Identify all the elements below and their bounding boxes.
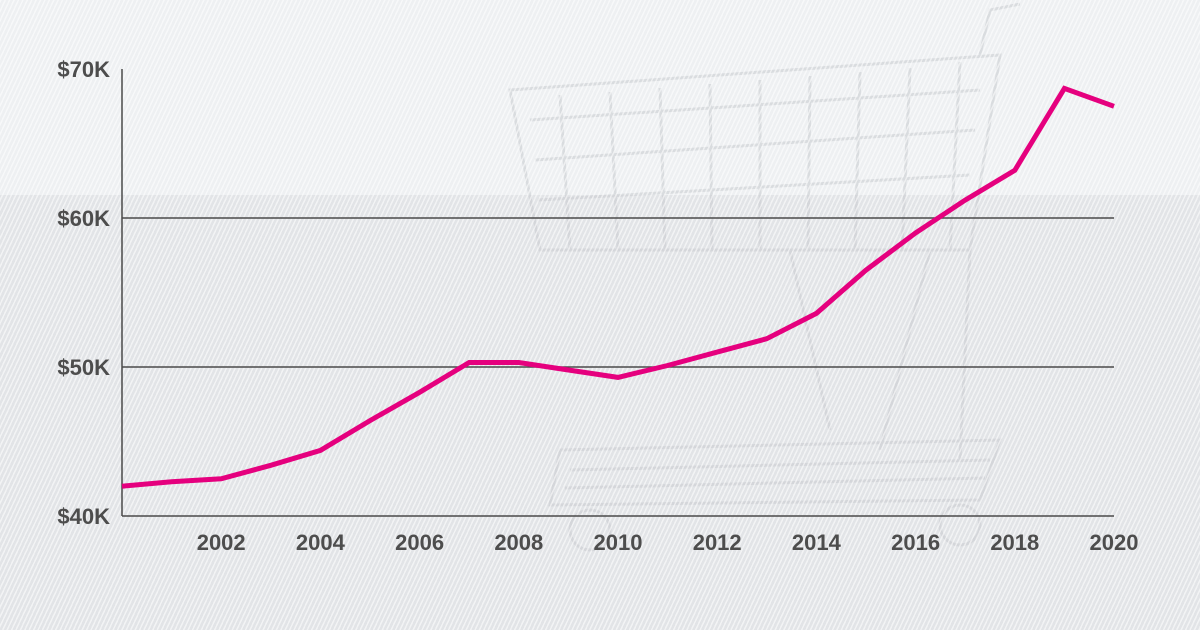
- x-tick-label: 2004: [295, 530, 345, 555]
- x-tick-label: 2016: [891, 530, 941, 555]
- x-tick-label: 2010: [593, 530, 643, 555]
- x-tick-label: 2012: [692, 530, 742, 555]
- y-tick-label: $40K: [57, 504, 110, 529]
- y-tick-label: $70K: [57, 57, 110, 82]
- x-tick-label: 2008: [494, 530, 544, 555]
- y-tick-label: $50K: [57, 355, 110, 380]
- x-tick-label: 2018: [990, 530, 1040, 555]
- y-tick-label: $60K: [57, 206, 110, 231]
- x-tick-label: 2006: [395, 530, 445, 555]
- data-line: [121, 85, 1115, 489]
- x-tick-label: 2002: [196, 530, 246, 555]
- x-tick-label: 2020: [1089, 530, 1139, 555]
- gridlines: [122, 217, 1114, 368]
- x-tick-label: 2014: [791, 530, 841, 555]
